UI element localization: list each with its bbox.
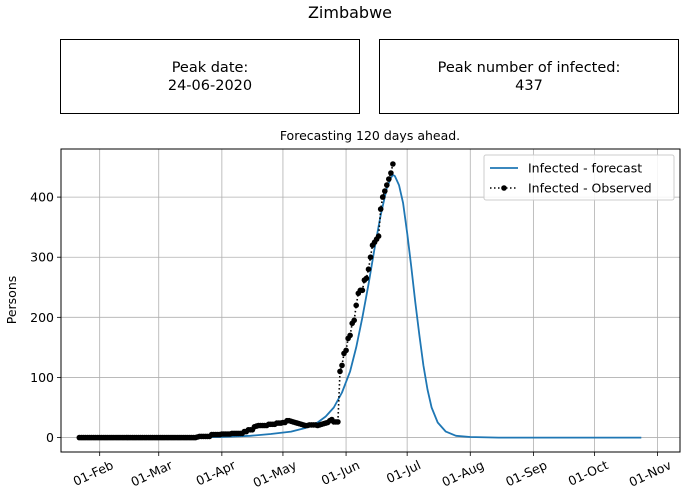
- x-tick-label: 01-May: [251, 457, 300, 490]
- y-tick-label: 200: [30, 310, 54, 325]
- legend-marker-observed: [501, 185, 507, 191]
- axes: 0 100 200 300 400 01-Feb 01-Mar 01-Apr 01-May 01-…: [30, 190, 674, 491]
- series-layer: [76, 161, 642, 441]
- observed-point: [390, 161, 396, 167]
- observed-point: [377, 206, 384, 212]
- legend: Infected - forecast Infected - Observed: [483, 154, 675, 201]
- observed-point: [335, 419, 341, 425]
- peak-number-box: Peak number of infected: 437: [379, 39, 679, 114]
- observed-point: [384, 182, 390, 188]
- observed-point: [365, 266, 372, 273]
- y-axis-label: Persons: [4, 276, 19, 325]
- x-tick-label: 01-Oct: [566, 457, 611, 489]
- observed-point: [337, 368, 343, 375]
- observed-point: [379, 194, 386, 200]
- plot-frame: [60, 148, 681, 453]
- x-tick-label: 01-Mar: [128, 457, 175, 490]
- chart-title: Forecasting 120 days ahead.: [280, 128, 460, 143]
- observed-point: [347, 332, 353, 339]
- peak-number-label: Peak number of infected:: [437, 59, 621, 76]
- figure-title: Zimbabwe: [307, 3, 393, 22]
- observed-point: [339, 362, 345, 369]
- observed-point: [382, 188, 388, 194]
- legend-label-observed: Infected - Observed: [528, 181, 652, 196]
- peak-date-value: 24-06-2020: [167, 77, 253, 94]
- observed-point: [367, 254, 374, 260]
- x-tick-label: 01-Jul: [384, 457, 423, 486]
- x-tick-label: 01-Aug: [439, 457, 486, 489]
- observed-point: [359, 287, 366, 294]
- peak-date-box: Peak date: 24-06-2020: [60, 39, 360, 114]
- legend-label-forecast: Infected - forecast: [528, 161, 642, 176]
- observed-point: [343, 347, 349, 354]
- observed-point: [353, 302, 360, 309]
- x-tick-label: 01-Apr: [194, 457, 239, 489]
- peak-number-value: 437: [515, 77, 543, 94]
- y-tick-label: 0: [46, 430, 54, 445]
- legend-frame: [483, 154, 675, 201]
- x-tick-label: 01-Feb: [71, 457, 116, 489]
- x-tick-label: 01-Sep: [503, 457, 549, 489]
- y-tick-label: 100: [30, 370, 54, 385]
- x-tick-label: 01-Jun: [319, 457, 362, 488]
- x-tick-label: 01-Nov: [627, 457, 674, 490]
- series-line-forecast: [79, 173, 642, 439]
- observed-point: [375, 233, 382, 239]
- peak-date-label: Peak date:: [171, 59, 249, 76]
- observed-point: [351, 317, 358, 324]
- observed-point: [388, 170, 394, 176]
- y-tick-label: 300: [30, 250, 54, 265]
- observed-point: [363, 275, 370, 282]
- observed-point: [386, 176, 392, 182]
- y-tick-label: 400: [30, 190, 54, 205]
